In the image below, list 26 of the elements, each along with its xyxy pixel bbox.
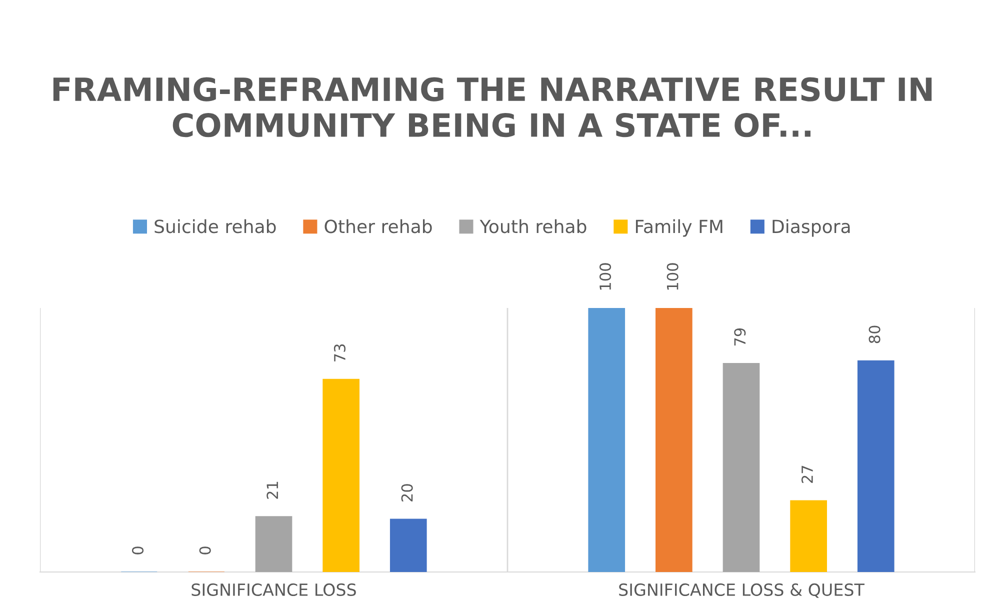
data-label: 100 [599,263,612,290]
legend-label: Other rehab [324,219,432,234]
bar [322,378,360,572]
legend-label: Youth rehab [480,219,586,234]
bar [857,360,894,572]
data-label: 0 [199,546,211,554]
bar [390,518,427,572]
chart-title: FRAMING-REFRAMING THE NARRATIVE RESULT IN COMMUNITY BEING IN A STATE OF... [53,77,932,138]
bar [656,308,692,572]
data-label: 21 [266,482,278,499]
data-label: 20 [401,484,413,502]
x-tick-label: SIGNIFICANCE LOSS & QUEST [619,583,865,598]
data-label: 73 [334,344,346,362]
legend-label: Family FM [636,219,722,237]
data-label: 27 [801,466,813,483]
bar [722,363,760,572]
x-tick-label: SIGNIFICANCE LOSS [192,583,356,596]
legend-label: Diaspora [772,219,850,237]
data-label: 79 [734,328,746,346]
data-label: 100 [666,263,678,290]
bar [255,516,292,572]
legend-label: Suicide rehab [154,219,276,234]
data-label: 80 [868,326,880,344]
data-label: 0 [132,546,144,554]
bar [790,500,827,572]
bar [588,308,626,572]
